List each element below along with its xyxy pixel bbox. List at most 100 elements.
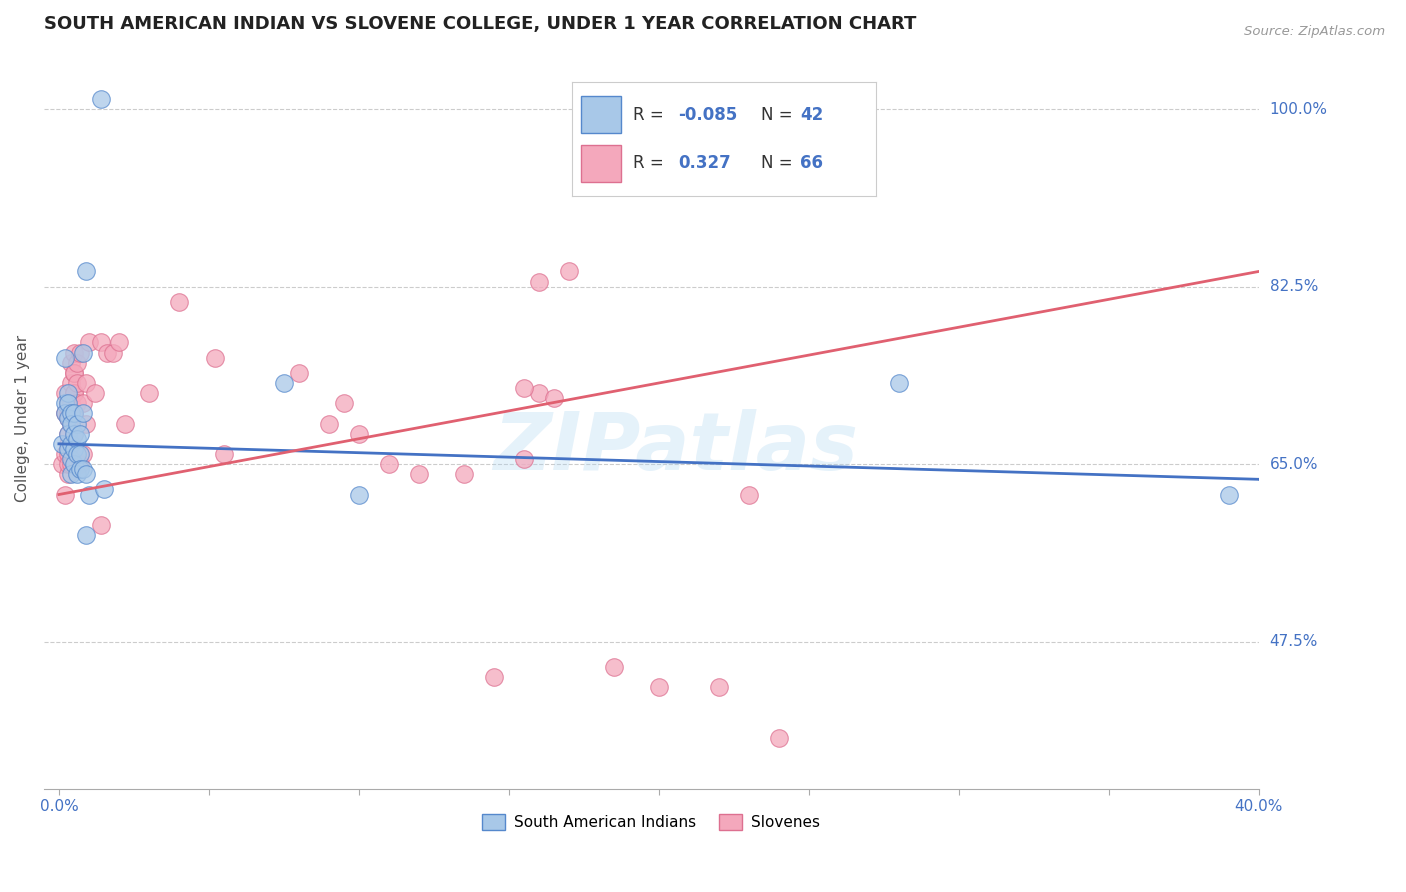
Point: [69, 462, 91, 476]
Point: [83, 386, 105, 401]
Text: 82.5%: 82.5%: [1270, 279, 1317, 294]
Point: [513, 381, 536, 395]
Point: [56, 467, 79, 482]
Point: [56, 457, 79, 471]
Point: [738, 487, 761, 501]
Point: [63, 406, 86, 420]
Point: [59, 376, 82, 390]
Point: [63, 386, 86, 401]
Point: [887, 376, 910, 390]
Text: 100.0%: 100.0%: [1270, 102, 1327, 117]
Text: 65.0%: 65.0%: [1270, 457, 1319, 472]
Point: [212, 447, 235, 461]
Point: [53, 406, 76, 420]
Point: [63, 457, 86, 471]
Point: [648, 680, 671, 694]
Point: [56, 406, 79, 420]
Point: [53, 447, 76, 461]
Point: [66, 396, 89, 410]
Point: [378, 457, 401, 471]
Point: [63, 386, 86, 401]
Point: [53, 487, 76, 501]
Point: [101, 345, 124, 359]
Point: [59, 396, 82, 410]
Point: [75, 264, 97, 278]
Point: [114, 417, 136, 431]
Text: SOUTH AMERICAN INDIAN VS SLOVENE COLLEGE, UNDER 1 YEAR CORRELATION CHART: SOUTH AMERICAN INDIAN VS SLOVENE COLLEGE…: [44, 15, 917, 33]
Point: [56, 411, 79, 425]
Point: [53, 351, 76, 365]
Point: [93, 483, 115, 497]
Point: [66, 447, 89, 461]
Point: [72, 406, 94, 420]
Point: [56, 437, 79, 451]
Point: [63, 426, 86, 441]
Point: [273, 376, 295, 390]
Point: [51, 437, 73, 451]
Point: [72, 345, 94, 359]
Point: [59, 406, 82, 420]
Point: [513, 452, 536, 467]
Point: [63, 406, 86, 420]
Point: [75, 528, 97, 542]
Point: [59, 457, 82, 471]
Point: [347, 487, 370, 501]
Point: [63, 366, 86, 380]
Point: [90, 517, 112, 532]
Point: [69, 457, 91, 471]
Point: [56, 396, 79, 410]
Legend: South American Indians, Slovenes: South American Indians, Slovenes: [477, 808, 827, 837]
Point: [56, 411, 79, 425]
Point: [77, 335, 100, 350]
Point: [90, 92, 112, 106]
Point: [66, 467, 89, 482]
Point: [768, 731, 790, 745]
Point: [59, 356, 82, 370]
Point: [527, 275, 550, 289]
Point: [63, 406, 86, 420]
Point: [59, 437, 82, 451]
Point: [59, 452, 82, 467]
Y-axis label: College, Under 1 year: College, Under 1 year: [15, 334, 30, 502]
Point: [482, 670, 505, 684]
Point: [527, 386, 550, 401]
Point: [59, 437, 82, 451]
Point: [90, 335, 112, 350]
Point: [288, 366, 311, 380]
Point: [75, 376, 97, 390]
Point: [72, 462, 94, 476]
Point: [108, 335, 131, 350]
Point: [69, 426, 91, 441]
Point: [69, 345, 91, 359]
Point: [543, 391, 565, 405]
Point: [167, 294, 190, 309]
Point: [96, 345, 118, 359]
Point: [1218, 487, 1240, 501]
Point: [603, 660, 626, 674]
Point: [63, 366, 86, 380]
Point: [75, 417, 97, 431]
Point: [56, 426, 79, 441]
Point: [56, 447, 79, 461]
Point: [59, 417, 82, 431]
Point: [72, 396, 94, 410]
Point: [453, 467, 475, 482]
Point: [558, 264, 581, 278]
Point: [56, 386, 79, 401]
Point: [56, 396, 79, 410]
Point: [59, 417, 82, 431]
Point: [333, 396, 356, 410]
Point: [63, 442, 86, 456]
Point: [138, 386, 160, 401]
Point: [707, 680, 730, 694]
Point: [53, 406, 76, 420]
Point: [66, 356, 89, 370]
Point: [53, 396, 76, 410]
Text: 47.5%: 47.5%: [1270, 634, 1317, 649]
Point: [56, 426, 79, 441]
Point: [53, 386, 76, 401]
Point: [63, 426, 86, 441]
Point: [66, 376, 89, 390]
Point: [347, 426, 370, 441]
Point: [75, 467, 97, 482]
